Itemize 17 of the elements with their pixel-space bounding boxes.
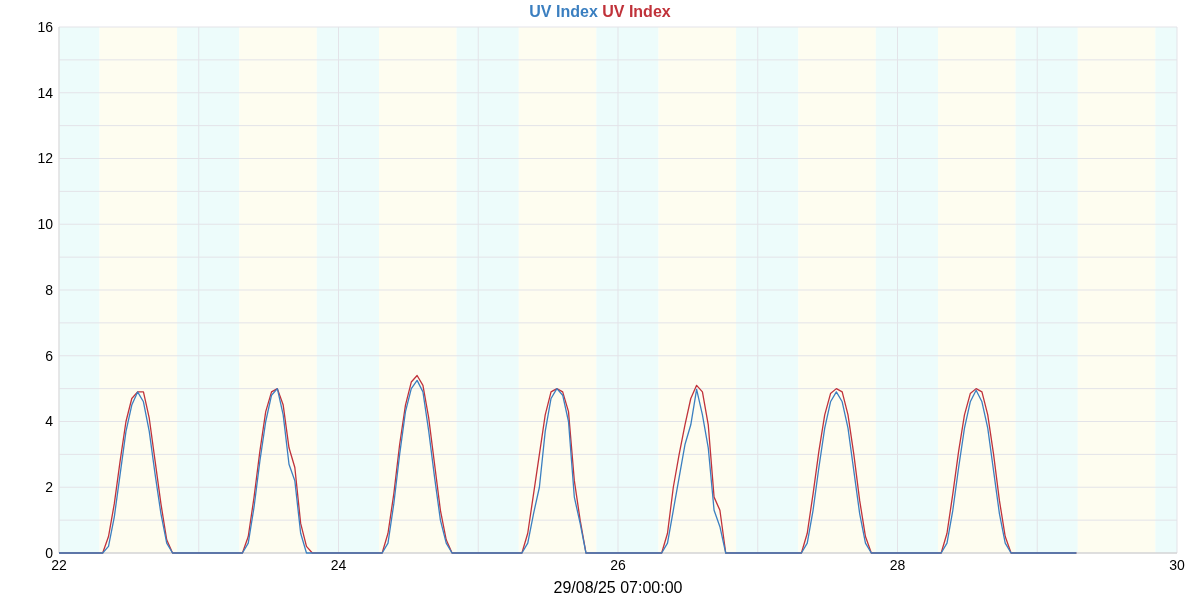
y-tick-label: 16 xyxy=(37,18,54,35)
y-tick-label: 6 xyxy=(45,347,54,364)
x-tick-label: 24 xyxy=(330,557,347,573)
x-tick-label: 22 xyxy=(51,557,67,573)
x-tick-label: 28 xyxy=(889,557,906,573)
y-tick-label: 2 xyxy=(45,479,54,496)
y-tick-label: 14 xyxy=(37,84,54,101)
y-tick-label: 8 xyxy=(45,281,54,298)
x-axis-title: 29/08/25 07:00:00 xyxy=(553,579,683,596)
x-tick-label: 26 xyxy=(610,557,626,573)
y-tick-label: 4 xyxy=(45,413,54,430)
x-tick-label: 30 xyxy=(1169,557,1185,573)
y-tick-label: 10 xyxy=(37,216,54,233)
text: UV Index xyxy=(529,3,598,20)
text: UV Index xyxy=(597,3,671,20)
y-tick-label: 0 xyxy=(45,544,54,561)
y-tick-label: 12 xyxy=(37,150,54,167)
